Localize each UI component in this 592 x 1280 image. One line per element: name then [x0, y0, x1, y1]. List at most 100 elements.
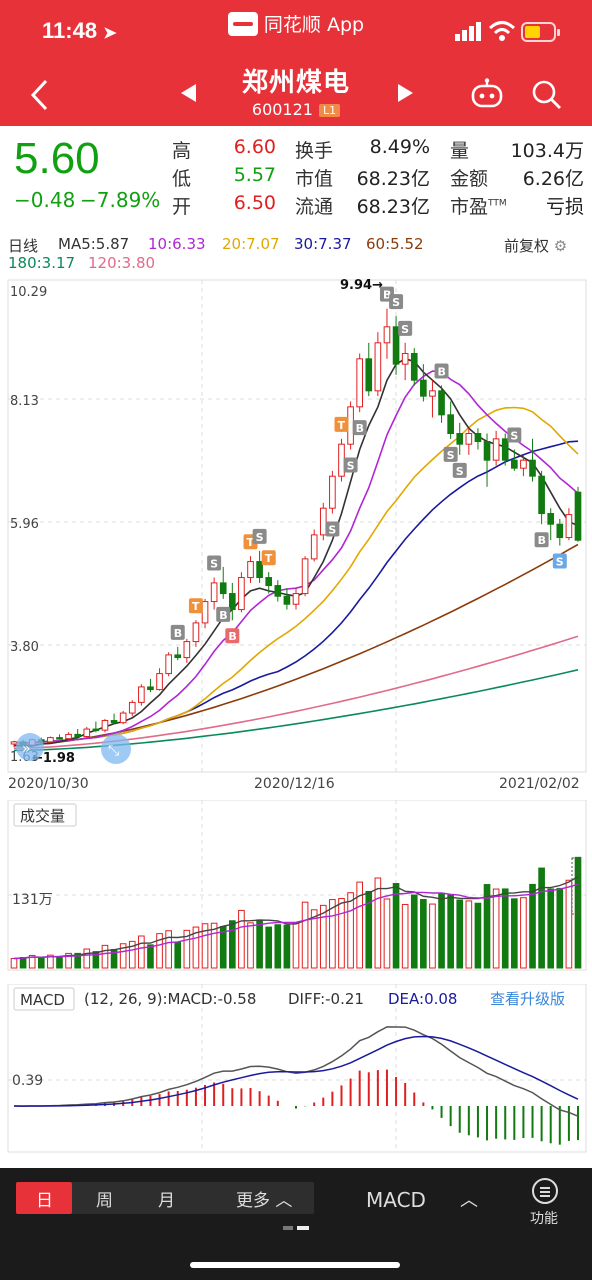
volume-bar — [565, 879, 573, 969]
field-label: 市盈TTM — [450, 196, 507, 218]
field-label: 高 — [172, 140, 192, 162]
signal-badge — [434, 363, 449, 379]
field-value: 6.60 — [233, 136, 276, 158]
ma10-line — [13, 370, 579, 745]
volume-bar — [319, 904, 327, 969]
robot-icon[interactable] — [470, 78, 504, 114]
wifi-icon — [488, 20, 516, 46]
volume-axis-label: 131万 — [12, 892, 53, 908]
search-icon[interactable] — [531, 79, 563, 115]
volume-bar — [74, 952, 81, 969]
candle-body — [574, 491, 582, 541]
kline-frame — [7, 279, 587, 773]
volume-title: 成交量 — [20, 807, 65, 825]
volume-chart[interactable]: 成交量 131万 — [0, 800, 592, 972]
macd-lines — [13, 1026, 579, 1117]
volume-bar — [301, 901, 309, 969]
indicator-selector[interactable]: MACD — [366, 1188, 426, 1212]
volume-bar — [447, 894, 454, 969]
volume-bar — [283, 924, 291, 969]
field-label: 市值 — [295, 168, 334, 190]
signal-label: B — [228, 630, 236, 643]
candle-body — [483, 441, 491, 461]
macd-line — [14, 1035, 579, 1107]
signal-badge — [507, 427, 522, 443]
candle-body — [547, 513, 555, 525]
ma-legend-item: 120:3.80 — [88, 254, 156, 272]
prev-stock-button[interactable] — [178, 82, 200, 108]
date-axis-label: 2020/12/16 — [254, 776, 335, 792]
signal-badge — [252, 528, 267, 544]
volume-bar — [292, 922, 300, 969]
candle-body — [265, 577, 273, 587]
macd-upgrade-link[interactable]: 查看升级版 — [490, 990, 565, 1008]
bottom-toolbar: 日 周 月 更多 ︿ MACD ︿ 功能 — [0, 1168, 592, 1280]
field-value: 5.57 — [233, 164, 276, 186]
candle-body — [256, 561, 263, 579]
signal-label: B — [538, 534, 546, 547]
candle-body — [538, 475, 545, 515]
candle-body — [74, 733, 81, 738]
tab-more[interactable]: 更多 ︿ — [236, 1191, 293, 1211]
signal-badge — [552, 553, 567, 569]
tab-day[interactable]: 日 — [36, 1191, 53, 1211]
candle-body — [110, 720, 118, 724]
candle-body — [47, 737, 54, 743]
signal-badge — [334, 416, 349, 432]
app-label: 同花顺 App — [0, 10, 592, 38]
candle-body — [56, 737, 63, 740]
home-indicator — [190, 1262, 400, 1268]
macd-chart[interactable]: MACD (12, 26, 9):MACD:-0.58 DIFF:-0.21 D… — [0, 984, 592, 1156]
back-button[interactable] — [28, 78, 52, 116]
candle-body — [247, 561, 254, 579]
candle-body — [119, 712, 127, 724]
volume-bar — [429, 903, 436, 969]
volume-bar — [274, 924, 282, 969]
candle-body — [420, 379, 427, 397]
volume-bar — [392, 883, 400, 969]
signal-badge — [352, 420, 367, 436]
macd-params: (12, 26, 9):MACD:-0.58 — [84, 990, 256, 1008]
signal-badge — [534, 532, 549, 548]
candle-body — [301, 558, 309, 595]
volume-ma-line — [13, 883, 579, 960]
tab-week[interactable]: 周 — [96, 1191, 113, 1211]
signal-badge — [389, 294, 404, 310]
signal-badge — [188, 598, 203, 614]
field-label: 流通 — [295, 196, 334, 218]
stock-name: 郑州煤电 — [241, 68, 350, 98]
candle-body — [201, 601, 209, 624]
quote-panel: 5.60 −0.48 −7.89% 高 6.60 低 5.57 开 6.50 换… — [0, 126, 592, 230]
volume-bar — [492, 888, 500, 969]
adjust-toggle[interactable]: 前复权 ⚙ — [504, 237, 568, 255]
field-value: 103.4万 — [510, 140, 584, 162]
ma-legend-item: 180:3.17 — [8, 254, 76, 272]
volume-bar — [28, 954, 36, 969]
double-arrow-icon: » — [22, 741, 31, 757]
candle-body — [138, 686, 145, 703]
volume-bar — [501, 888, 509, 969]
chevron-up-icon[interactable]: ︿ — [460, 1190, 478, 1211]
candle-body — [565, 514, 573, 539]
candle-body — [474, 433, 482, 443]
func-label[interactable]: 功能 — [530, 1211, 558, 1227]
field-value: 6.50 — [233, 192, 276, 214]
volume-bar — [574, 856, 582, 969]
ma180-line — [13, 669, 579, 752]
volume-bar — [538, 867, 545, 969]
price-axis-label: 8.13 — [10, 394, 39, 409]
candle-body — [229, 593, 236, 611]
volume-bar — [83, 948, 91, 969]
signal-label: T — [192, 600, 200, 613]
macd-dea: DEA:0.08 — [388, 990, 457, 1008]
menu-icon[interactable] — [532, 1178, 558, 1204]
volume-bar — [10, 957, 18, 969]
candle-body — [147, 686, 154, 691]
volume-bar — [356, 881, 363, 969]
signal-badge — [343, 457, 358, 473]
candle-body — [292, 593, 300, 605]
tab-month[interactable]: 月 — [158, 1191, 175, 1211]
candle-body — [429, 390, 436, 397]
next-stock-button[interactable] — [394, 82, 416, 108]
